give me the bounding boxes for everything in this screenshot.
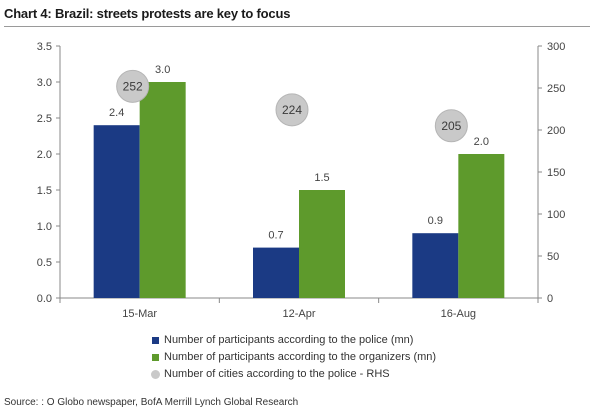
chart-title-text: Brazil: streets protests are key to focu…: [51, 6, 291, 21]
x-axis-tick-label: 12-Apr: [282, 308, 315, 320]
bar-organizers: [139, 82, 186, 298]
right-axis-tick-label: 0: [547, 293, 553, 305]
legend-label-organizers: Number of participants according to the …: [164, 351, 437, 363]
bar-organizers: [299, 190, 345, 298]
chart-title: Chart 4: Brazil: streets protests are ke…: [4, 6, 290, 21]
left-axis-tick-label: 2.0: [37, 149, 52, 161]
right-axis-tick-label: 250: [547, 83, 565, 95]
legend-item-cities: Number of cities according to the police…: [151, 366, 436, 382]
source-note: Source: : O Globo newspaper, BofA Merril…: [4, 397, 299, 408]
legend-swatch-organizers: [152, 353, 159, 361]
x-axis-tick-label: 16-Aug: [441, 308, 476, 320]
right-axis-tick-label: 200: [547, 125, 565, 137]
bar-data-label: 2.0: [474, 136, 489, 148]
bar-data-label: 2.4: [109, 107, 124, 119]
bubble-data-label: 224: [282, 103, 302, 117]
legend-item-organizers: Number of participants according to the …: [152, 349, 436, 365]
left-axis-tick-label: 1.0: [37, 221, 52, 233]
bar-data-label: 1.5: [314, 172, 329, 184]
chart-legend: Number of participants according to the …: [151, 332, 436, 383]
left-axis-tick-label: 2.5: [37, 113, 52, 125]
bar-organizers: [458, 154, 505, 298]
bar-police: [412, 233, 459, 298]
bar-police: [253, 247, 299, 298]
left-axis-tick-label: 3.5: [37, 41, 52, 53]
bar-data-label: 0.9: [428, 215, 443, 227]
right-axis-tick-label: 50: [547, 251, 559, 263]
chart-svg: 0.0 0.5 1.0 1.5 2.0 2.5 3.0 3.5 0 50 100 150 200 250 3…: [37, 41, 566, 320]
left-axis-tick-label: 0.5: [37, 257, 52, 269]
right-axis-tick-label: 150: [547, 167, 565, 179]
legend-swatch-police: [152, 336, 159, 344]
legend-label-police: Number of participants according to the …: [164, 334, 414, 346]
bar-data-label: 0.7: [268, 230, 283, 242]
right-axis-tick-label: 100: [547, 209, 565, 221]
left-axis-tick-label: 0.0: [37, 293, 52, 305]
legend-swatch-cities: [151, 369, 160, 379]
chart-title-prefix: Chart 4:: [4, 6, 52, 21]
left-axis-tick-label: 3.0: [37, 77, 52, 89]
bubble-cities: [116, 69, 150, 103]
bubble-cities: [434, 109, 468, 143]
left-axis-tick-label: 1.5: [37, 185, 52, 197]
bubble-data-label: 205: [441, 119, 461, 133]
legend-item-police: Number of participants according to the …: [152, 332, 436, 348]
x-axis-tick-label: 15-Mar: [122, 308, 157, 320]
bubble-data-label: 252: [123, 79, 143, 93]
bar-data-label: 3.0: [155, 64, 170, 76]
right-axis-tick-label: 300: [547, 41, 565, 53]
title-divider: [4, 26, 590, 27]
bar-police: [93, 125, 140, 298]
bubble-cities: [275, 93, 309, 127]
legend-label-cities: Number of cities according to the police…: [164, 368, 390, 380]
